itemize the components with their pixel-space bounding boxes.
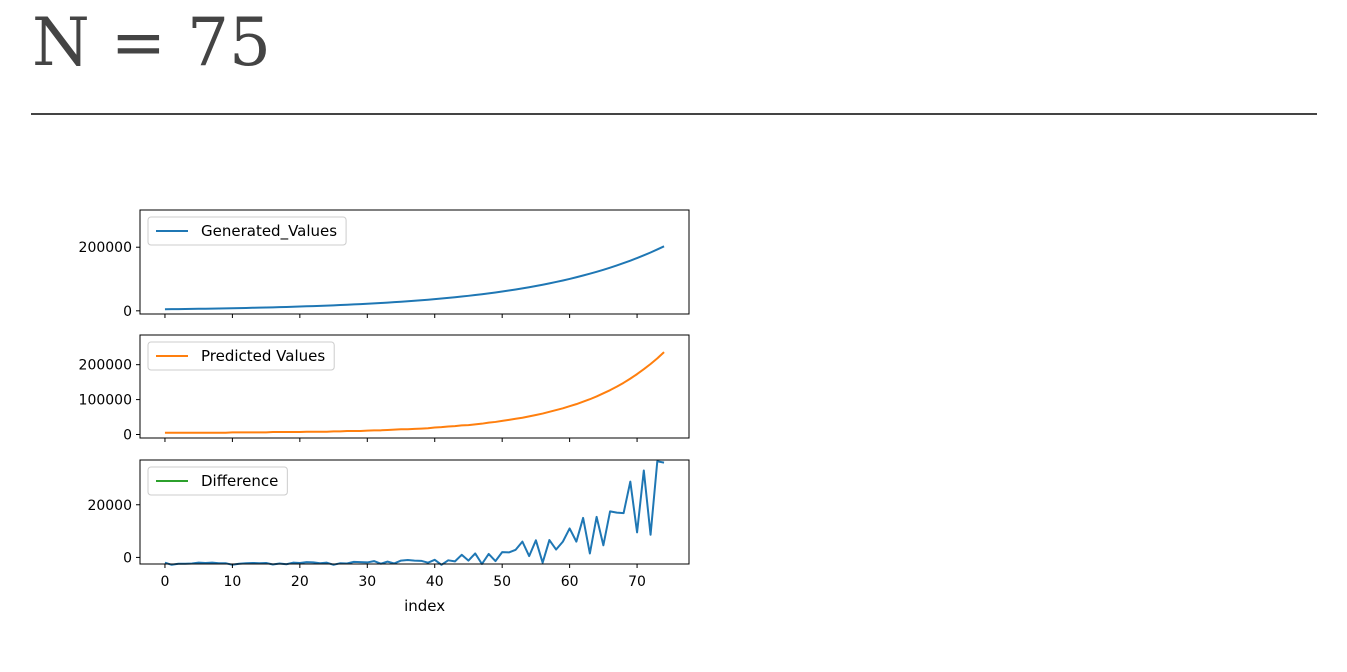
legend-box <box>147 216 347 246</box>
y-tick-label: 100000 <box>79 393 132 409</box>
y-tick-label: 0 <box>123 550 132 566</box>
axes-frame-3 <box>139 459 690 565</box>
x-tick-label: 40 <box>426 574 444 590</box>
x-tick-label: 20 <box>291 574 309 590</box>
x-tick-label: 60 <box>561 574 579 590</box>
panel-3: 0 20000 0 10 20 30 40 50 60 70 Difference <box>87 459 690 590</box>
legend-3: Difference <box>147 466 288 496</box>
legend-1: Generated_Values <box>147 216 347 246</box>
series-line-3 <box>164 460 665 566</box>
x-tick-label: 0 <box>160 574 169 590</box>
y-tick-label: 200000 <box>79 240 132 256</box>
legend-2: Predicted Values <box>147 341 335 371</box>
y-tick-label: 200000 <box>79 358 132 374</box>
panel-1: 0 200000 Generated_Values <box>79 209 690 320</box>
title-divider <box>31 113 1317 115</box>
legend-box <box>147 466 288 496</box>
axes-frame-2 <box>139 334 690 439</box>
x-tick-label: 70 <box>628 574 646 590</box>
page-title: N = 75 <box>32 4 271 81</box>
panel-2: 0 100000 200000 Predicted Values <box>79 334 690 444</box>
x-tick-label: 30 <box>358 574 376 590</box>
legend-box <box>147 341 335 371</box>
x-tick-label: 50 <box>493 574 511 590</box>
y-tick-label: 20000 <box>87 498 132 514</box>
series-line-2 <box>164 351 665 434</box>
series-line-1 <box>164 245 665 311</box>
x-axis-label: index <box>404 597 445 615</box>
legend-label: Difference <box>201 472 278 490</box>
legend-label: Predicted Values <box>201 347 325 365</box>
legend-label: Generated_Values <box>201 222 337 241</box>
axes-frame-1 <box>139 209 690 315</box>
y-tick-label: 0 <box>123 428 132 444</box>
x-tick-label: 10 <box>223 574 241 590</box>
y-tick-label: 0 <box>123 304 132 320</box>
